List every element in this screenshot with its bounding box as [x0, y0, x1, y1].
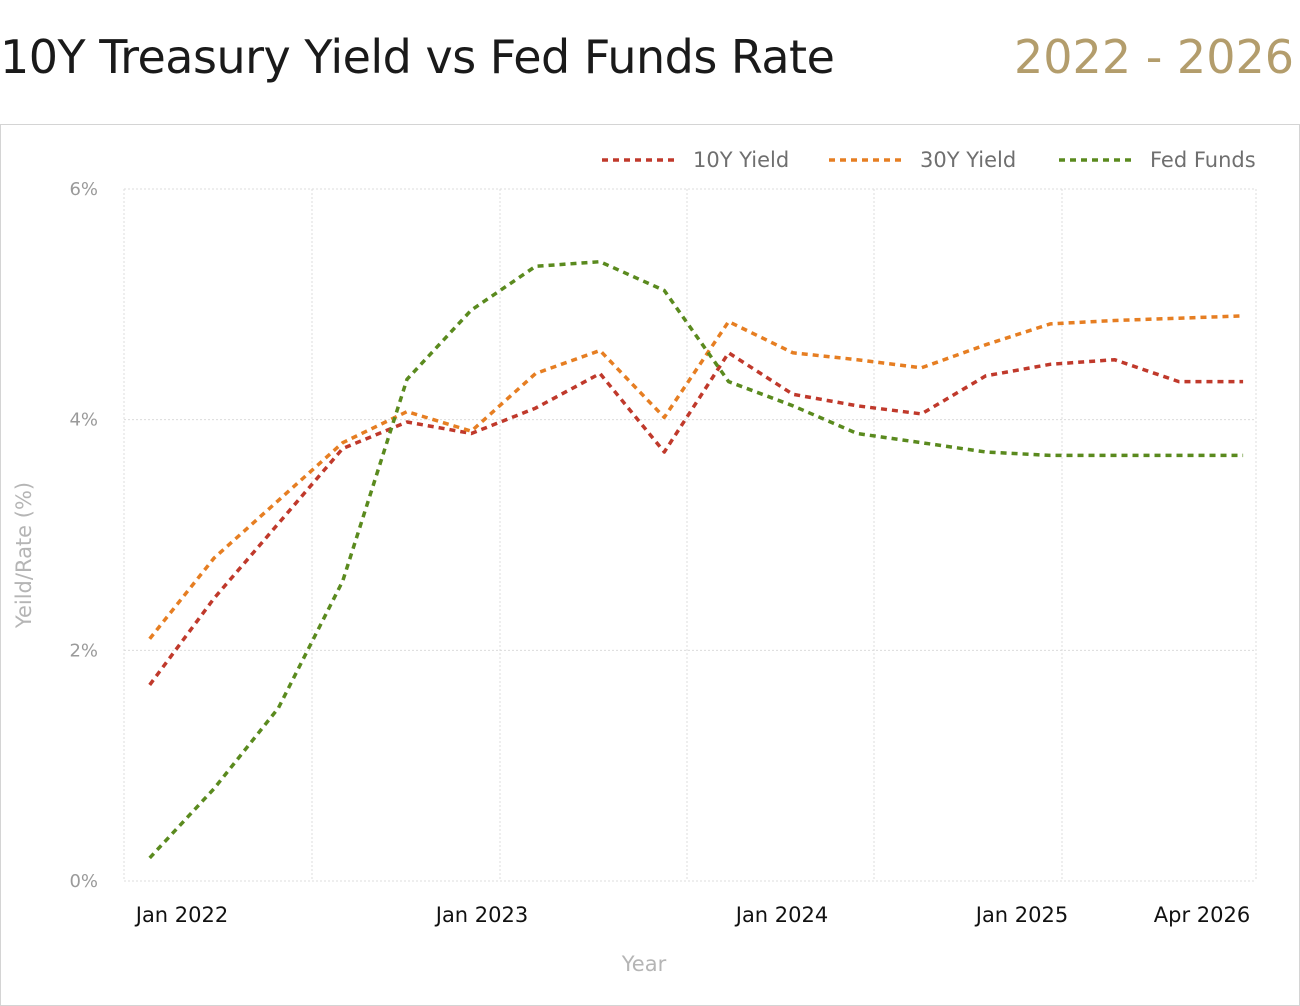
- series-line-fed-funds: [148, 259, 1244, 860]
- chart-date-range: 2022 - 2026: [1014, 30, 1294, 84]
- x-tick-label: Jan 2022: [134, 903, 229, 927]
- x-tick-label: Jan 2024: [734, 903, 829, 927]
- x-tick-label: Jan 2023: [434, 903, 529, 927]
- line-chart: 0%2%4%6% Jan 2022 Jan 2023 Jan 2024 Jan 202…: [12, 148, 1257, 976]
- y-tick-label: 0%: [69, 871, 98, 892]
- x-tick-label: Jan 2025: [974, 903, 1069, 927]
- series-group: [148, 259, 1244, 860]
- chart-header: 10Y Treasury Yield vs Fed Funds Rate 202…: [0, 0, 1300, 122]
- legend: 10Y Yield 30Y Yield Fed Funds: [602, 148, 1256, 172]
- series-line-10y-yield: [148, 351, 1244, 686]
- x-axis-ticks: Jan 2022 Jan 2023 Jan 2024 Jan 2025 Apr 2026: [134, 903, 1250, 927]
- chart-panel: 0% 2% 4% 6% Jan 2022 Jan 2023 Jan 2024 Jan 202…: [0, 124, 1300, 1006]
- x-tick-label: Apr 2026: [1154, 903, 1250, 927]
- y-axis-label: Yeild/Rate (%): [12, 482, 36, 629]
- chart-title: 10Y Treasury Yield vs Fed Funds Rate: [0, 30, 835, 84]
- x-axis-label: Year: [621, 952, 667, 976]
- y-axis-ticks: 0% 2% 4% 6%: [69, 179, 98, 892]
- y-tick-label: 4%: [69, 410, 98, 431]
- legend-label: 10Y Yield: [693, 148, 789, 172]
- series-line-30y-yield: [148, 314, 1244, 640]
- legend-label: 30Y Yield: [920, 148, 1016, 172]
- legend-label: Fed Funds: [1150, 148, 1256, 172]
- grid: [123, 188, 1257, 882]
- y-tick-label: 6%: [69, 179, 98, 200]
- y-tick-label: 2%: [69, 640, 98, 661]
